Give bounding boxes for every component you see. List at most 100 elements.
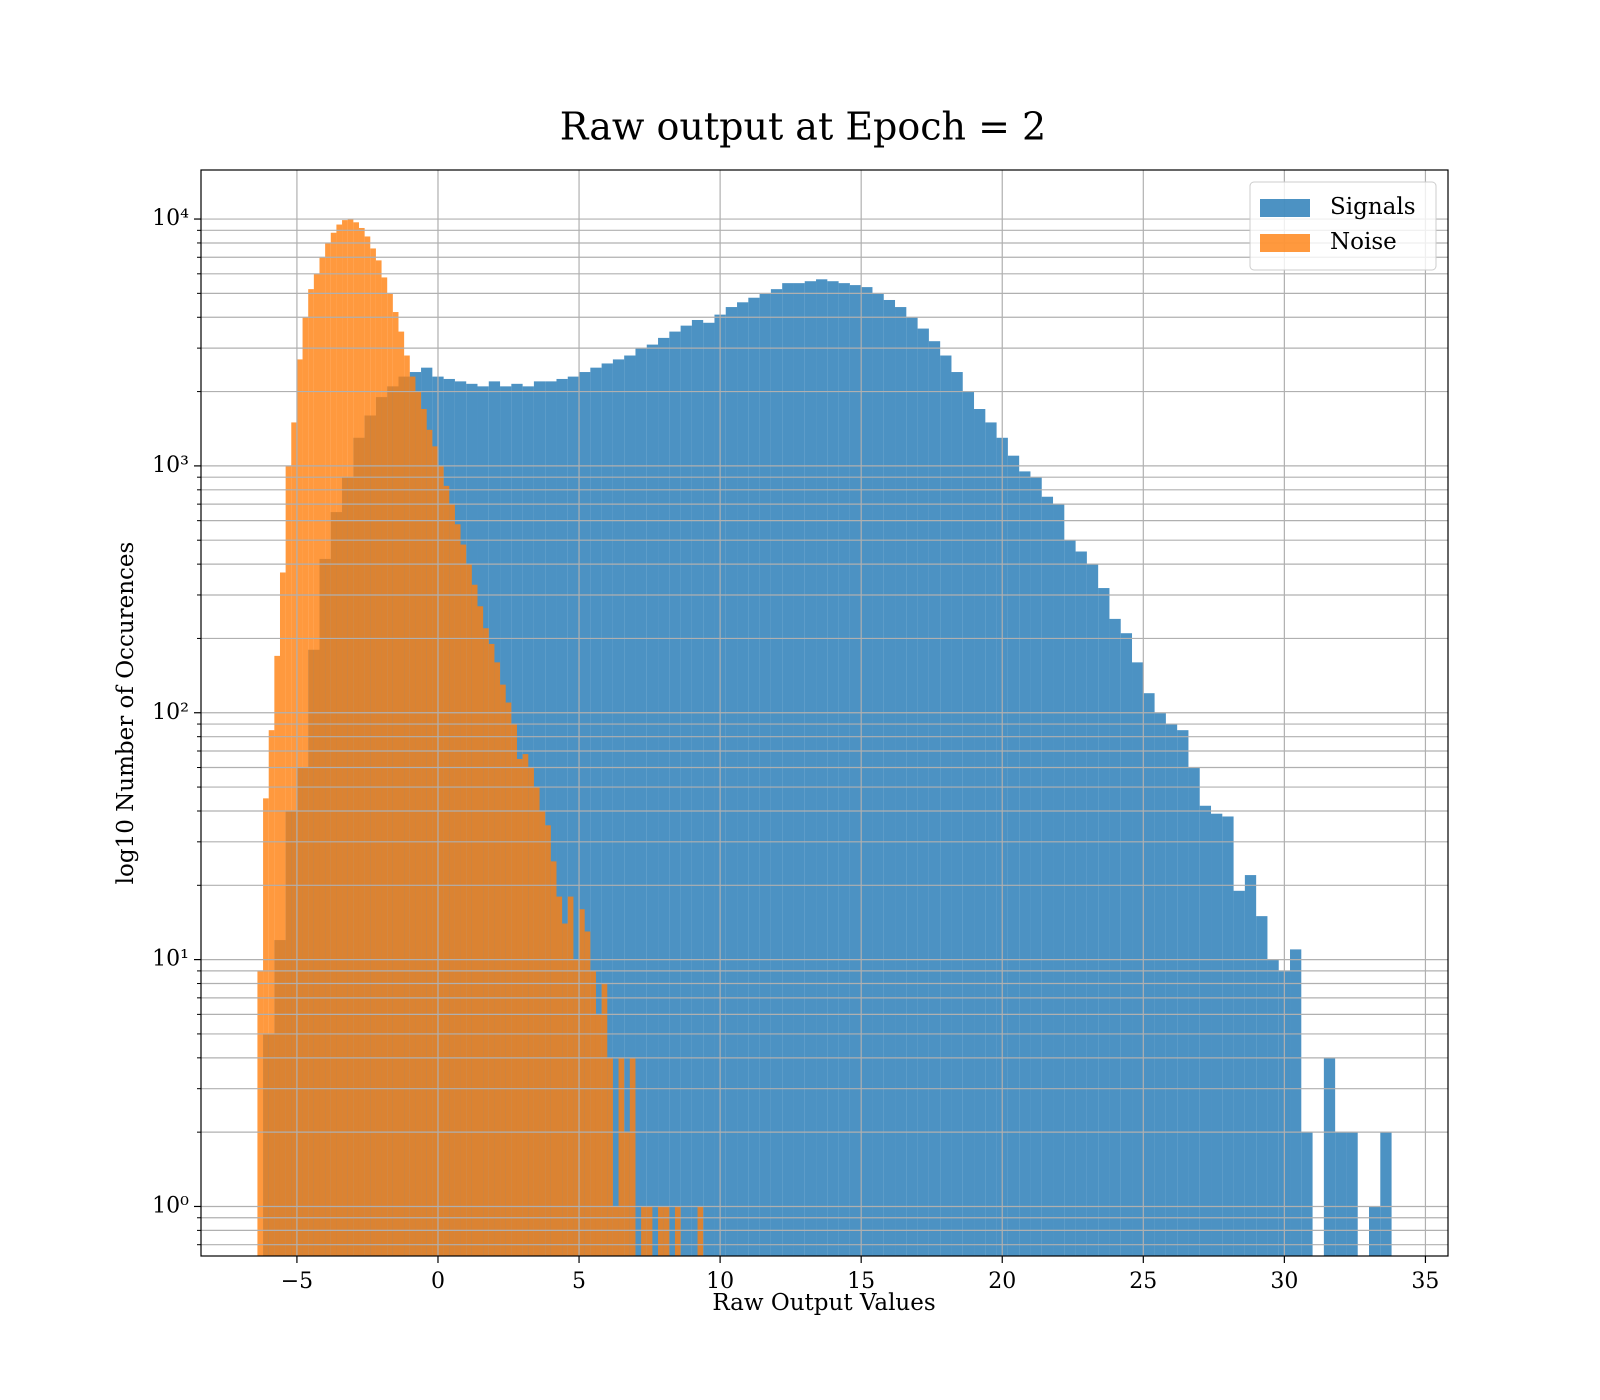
histogram-bar xyxy=(387,293,393,1256)
histogram-bar xyxy=(511,724,517,1256)
histogram-bar xyxy=(669,331,681,1256)
histogram-bar xyxy=(612,359,625,1256)
histogram-bar xyxy=(285,465,292,1256)
histogram-bar xyxy=(1098,588,1110,1256)
histogram-bar xyxy=(1346,1132,1358,1256)
histogram-bar xyxy=(618,1057,625,1256)
histogram-bar xyxy=(1211,813,1223,1256)
histogram-bar xyxy=(415,391,422,1256)
chart-title: Raw output at Epoch = 2 xyxy=(560,105,1046,149)
histogram-bar xyxy=(680,325,692,1256)
histogram-bar xyxy=(658,1206,664,1256)
legend: Signals Noise xyxy=(1249,181,1437,271)
histogram-bar xyxy=(505,702,512,1256)
histogram-bar xyxy=(624,1132,630,1256)
histogram-bar xyxy=(951,372,963,1256)
histogram-bar xyxy=(342,220,348,1256)
histogram-bar xyxy=(550,861,557,1256)
histogram-bar xyxy=(579,909,585,1256)
histogram-bar xyxy=(928,341,941,1256)
histogram-bar xyxy=(1030,477,1042,1256)
y-tick-label: 10⁰ xyxy=(152,1193,189,1218)
legend-label: Signals xyxy=(1330,194,1416,220)
histogram-bar xyxy=(1064,540,1076,1256)
histogram-bar xyxy=(974,409,986,1256)
histogram-bar xyxy=(545,381,557,1256)
histogram-bar xyxy=(392,312,399,1256)
histogram-bar xyxy=(460,544,467,1256)
histogram-bar xyxy=(861,287,873,1256)
histogram-bar xyxy=(1041,496,1054,1256)
legend-swatch xyxy=(1260,199,1310,217)
histogram-bar xyxy=(962,391,975,1256)
y-tick-label: 10⁴ xyxy=(152,206,189,231)
histogram-bar xyxy=(646,1206,653,1256)
histogram-bar xyxy=(691,319,704,1256)
histogram-bar xyxy=(381,277,388,1256)
histogram-bar xyxy=(1188,767,1200,1256)
histogram-bar xyxy=(296,359,303,1256)
histogram-bar xyxy=(584,931,591,1256)
histogram-bar xyxy=(449,504,455,1256)
histogram-bar xyxy=(257,970,264,1256)
histogram-bar xyxy=(556,378,568,1256)
histogram-bar xyxy=(1290,949,1302,1256)
x-tick-label: −5 xyxy=(281,1269,313,1294)
histogram-bar xyxy=(759,293,771,1256)
y-tick-label: 10² xyxy=(152,700,189,725)
histogram-bar xyxy=(703,322,715,1256)
histogram-bar xyxy=(308,289,314,1256)
histogram-bar xyxy=(437,465,444,1256)
histogram-bar xyxy=(674,1206,681,1256)
histogram-bar xyxy=(1267,959,1279,1256)
histogram-bar xyxy=(658,337,670,1256)
histogram-bar xyxy=(477,606,484,1256)
histogram-bar xyxy=(641,1206,647,1256)
histogram-bar xyxy=(663,1206,670,1256)
histogram-bar xyxy=(804,281,817,1256)
histogram-bar xyxy=(319,257,326,1256)
histogram-bar xyxy=(827,281,839,1256)
histogram-bar xyxy=(793,283,805,1256)
histogram-bar xyxy=(849,285,862,1256)
histogram-bar xyxy=(1301,1132,1313,1256)
histogram-bar xyxy=(1380,1132,1392,1256)
histogram-bar xyxy=(483,628,489,1256)
histogram-bar xyxy=(985,422,997,1256)
histogram-bar xyxy=(263,798,269,1256)
histogram-bar xyxy=(1244,875,1257,1256)
histogram-bar xyxy=(330,232,337,1256)
histogram-bar xyxy=(274,655,280,1256)
histogram-bar xyxy=(471,584,478,1256)
histogram-bar xyxy=(895,307,907,1256)
histogram-bar xyxy=(364,236,371,1256)
histogram-bar xyxy=(573,959,580,1256)
plot-area xyxy=(201,170,1448,1256)
histogram-bar xyxy=(748,297,760,1256)
histogram-bar xyxy=(770,289,783,1256)
histogram-bar xyxy=(1233,890,1245,1256)
x-tick-label: 20 xyxy=(988,1269,1016,1294)
histogram-bar xyxy=(917,328,929,1256)
x-tick-label: 5 xyxy=(572,1269,586,1294)
histogram-bar xyxy=(545,825,551,1256)
histogram-bar xyxy=(562,923,568,1256)
histogram-bar xyxy=(590,367,602,1256)
x-tick-label: 0 xyxy=(431,1269,445,1294)
histogram-bar xyxy=(1222,816,1234,1256)
histogram-bar xyxy=(725,307,738,1256)
histogram-bar xyxy=(1323,1057,1336,1256)
histogram-bar xyxy=(601,983,608,1256)
histogram-bar xyxy=(409,376,416,1256)
histogram-bar xyxy=(629,1057,636,1256)
x-tick-label: 30 xyxy=(1270,1269,1298,1294)
histogram-bar xyxy=(1143,693,1155,1256)
histogram-bar xyxy=(601,363,613,1256)
histogram-bar xyxy=(1369,1206,1381,1256)
histogram-bar xyxy=(398,331,405,1256)
histogram-bar xyxy=(1109,618,1121,1256)
histogram-bar xyxy=(607,1057,613,1256)
histogram-bar xyxy=(590,970,596,1256)
histogram-bar xyxy=(567,376,580,1256)
